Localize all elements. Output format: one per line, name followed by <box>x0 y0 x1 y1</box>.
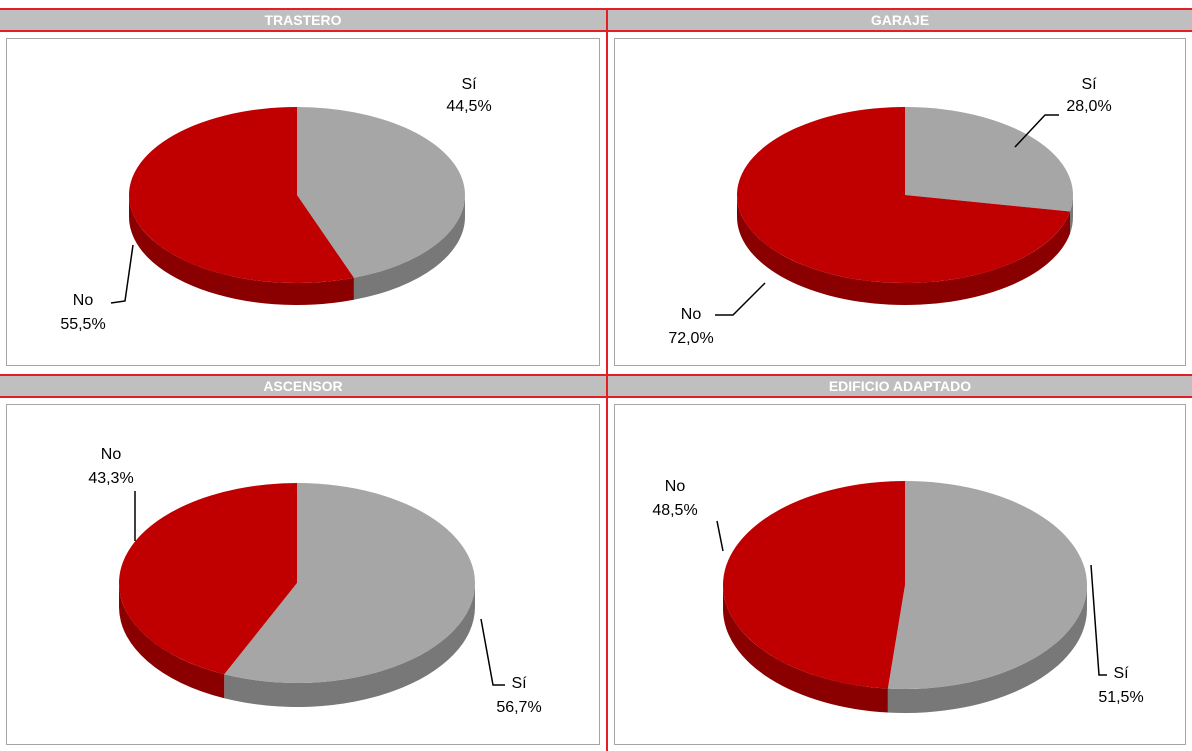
panel-edificio-adaptado: EDIFICIO ADAPTADO No 48,5% Sí 51,5% <box>608 374 1192 751</box>
pie-slice-no <box>118 483 297 675</box>
value-si: 44,5% <box>446 98 491 115</box>
pie-chart-garaje: Sí 28,0% No 72,0% <box>668 76 1111 347</box>
pie-side-no <box>118 583 225 699</box>
plot-area: Sí 28,0% No 72,0% <box>614 38 1186 366</box>
pie-slice-no <box>737 107 1071 283</box>
label-no: No <box>665 478 686 495</box>
pie-chart-trastero: Sí 44,5% No 55,5% <box>60 76 491 333</box>
pie-side-no <box>723 585 888 713</box>
label-si: Sí <box>511 675 527 692</box>
label-no: No <box>73 292 94 309</box>
center-divider <box>606 8 608 751</box>
chart-title: ASCENSOR <box>0 374 606 398</box>
plot-area: No 43,3% Sí 56,7% <box>6 404 600 745</box>
pie-slices <box>118 483 476 707</box>
leader-line-si <box>1090 564 1107 676</box>
label-no: No <box>681 306 702 323</box>
value-si: 51,5% <box>1098 689 1143 706</box>
pie-chart-ascensor: No 43,3% Sí 56,7% <box>88 446 541 716</box>
chart-title: GARAJE <box>608 8 1192 32</box>
value-no: 43,3% <box>88 470 133 487</box>
label-si: Sí <box>1113 665 1129 682</box>
pie-slice-si <box>905 107 1073 212</box>
pie-slices <box>128 107 465 305</box>
pie-slices <box>737 107 1073 305</box>
leader-line-si <box>480 618 505 686</box>
label-si: Sí <box>461 76 477 93</box>
pie-side-no <box>737 195 1071 305</box>
value-si: 56,7% <box>496 699 541 716</box>
chart-title: TRASTERO <box>0 8 606 32</box>
pie-side-si <box>1070 195 1073 234</box>
leader-line-si <box>1014 114 1059 148</box>
pie-side-si <box>353 195 465 300</box>
pie-side-si <box>887 585 1087 713</box>
leader-line-no <box>716 520 724 552</box>
panel-ascensor: ASCENSOR No 43,3% Sí 56,7% <box>0 374 606 751</box>
value-no: 55,5% <box>60 316 105 333</box>
label-no: No <box>101 446 122 463</box>
panel-trastero: TRASTERO Sí 44,5% No 55,5% <box>0 8 606 372</box>
leader-line-no <box>715 282 766 316</box>
value-no: 72,0% <box>668 330 713 347</box>
value-si: 28,0% <box>1066 98 1111 115</box>
pie-slices <box>722 481 1087 713</box>
plot-area: No 48,5% Sí 51,5% <box>614 404 1186 745</box>
pie-slice-no <box>722 481 905 689</box>
leader-line-no <box>110 244 134 304</box>
plot-area: Sí 44,5% No 55,5% <box>6 38 600 366</box>
pie-side-no <box>129 195 354 305</box>
pie-side-si <box>224 583 475 707</box>
panel-garaje: GARAJE Sí 28,0% No 72,0% <box>608 8 1192 372</box>
pie-chart-edificio-adaptado: No 48,5% Sí 51,5% <box>652 478 1144 713</box>
chart-title: EDIFICIO ADAPTADO <box>608 374 1192 398</box>
value-no: 48,5% <box>652 502 697 519</box>
label-si: Sí <box>1081 76 1097 93</box>
pie-slice-si <box>224 483 476 683</box>
pie-slice-no <box>128 107 354 283</box>
pie-slice-si <box>887 481 1087 689</box>
pie-slice-si <box>297 107 465 278</box>
